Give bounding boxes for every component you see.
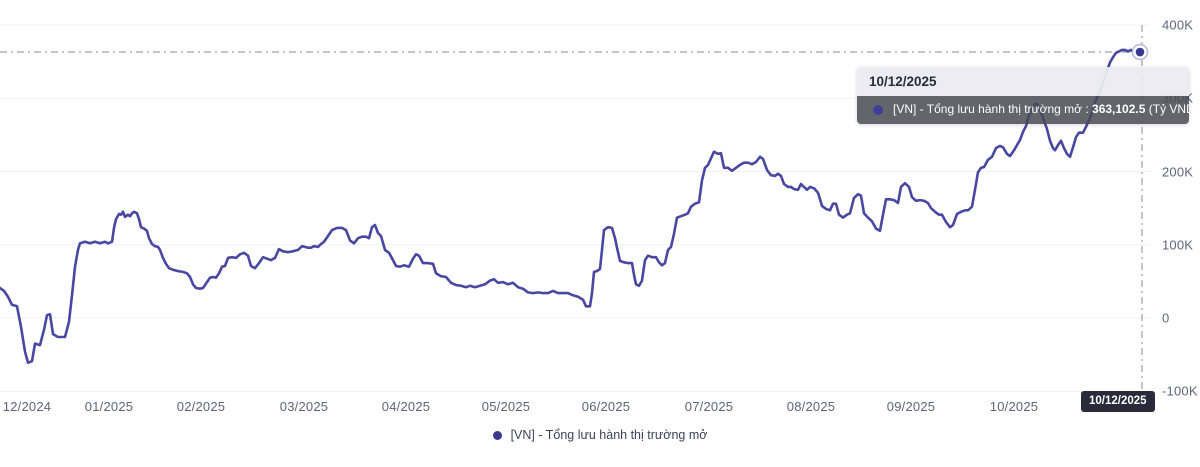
tooltip-body: [VN] - Tổng lưu hành thị trường mở : 363… [857,96,1189,124]
tooltip-value: 363,102.5 [1092,102,1146,116]
tooltip-separator: : [1082,102,1093,116]
series-dot-icon [873,104,883,115]
tooltip-date: 10/12/2025 [857,67,1189,96]
legend-series-dot-icon [492,430,502,440]
last-point-marker [1135,47,1145,57]
y-tick-label: 0 [1162,310,1170,326]
crosshair-date-badge: 10/12/2025 [1081,391,1155,412]
x-tick-label: 02/2025 [176,399,226,414]
x-tick-label: 05/2025 [481,399,531,414]
legend[interactable]: [VN] - Tổng lưu hành thị trường mở [0,428,1200,442]
series-line [0,48,1142,365]
x-tick-label: 08/2025 [786,399,836,414]
x-tick-label: 10/2025 [989,399,1039,414]
tooltip-unit: (Tỷ VND) [1148,102,1189,116]
x-tick-label: 01/2025 [84,399,134,414]
line-chart-canvas[interactable] [0,0,1200,420]
y-tick-label: 100K [1162,237,1194,253]
x-tick-label: 03/2025 [279,399,329,414]
hover-tooltip: 10/12/2025 [VN] - Tổng lưu hành thị trườ… [857,67,1189,124]
x-tick-label: 09/2025 [886,399,936,414]
x-tick-label: 06/2025 [581,399,631,414]
y-tick-label: 400K [1162,17,1194,33]
x-tick-label: 12/2024 [2,399,52,414]
y-tick-label: -100K [1162,383,1198,399]
legend-series-label[interactable]: [VN] - Tổng lưu hành thị trường mở [510,428,708,442]
y-tick-label: 200K [1162,164,1194,179]
tooltip-series-label: [VN] - Tổng lưu hành thị trường mở [893,102,1082,116]
x-tick-label: 04/2025 [381,399,431,414]
x-tick-label: 07/2025 [684,399,734,414]
